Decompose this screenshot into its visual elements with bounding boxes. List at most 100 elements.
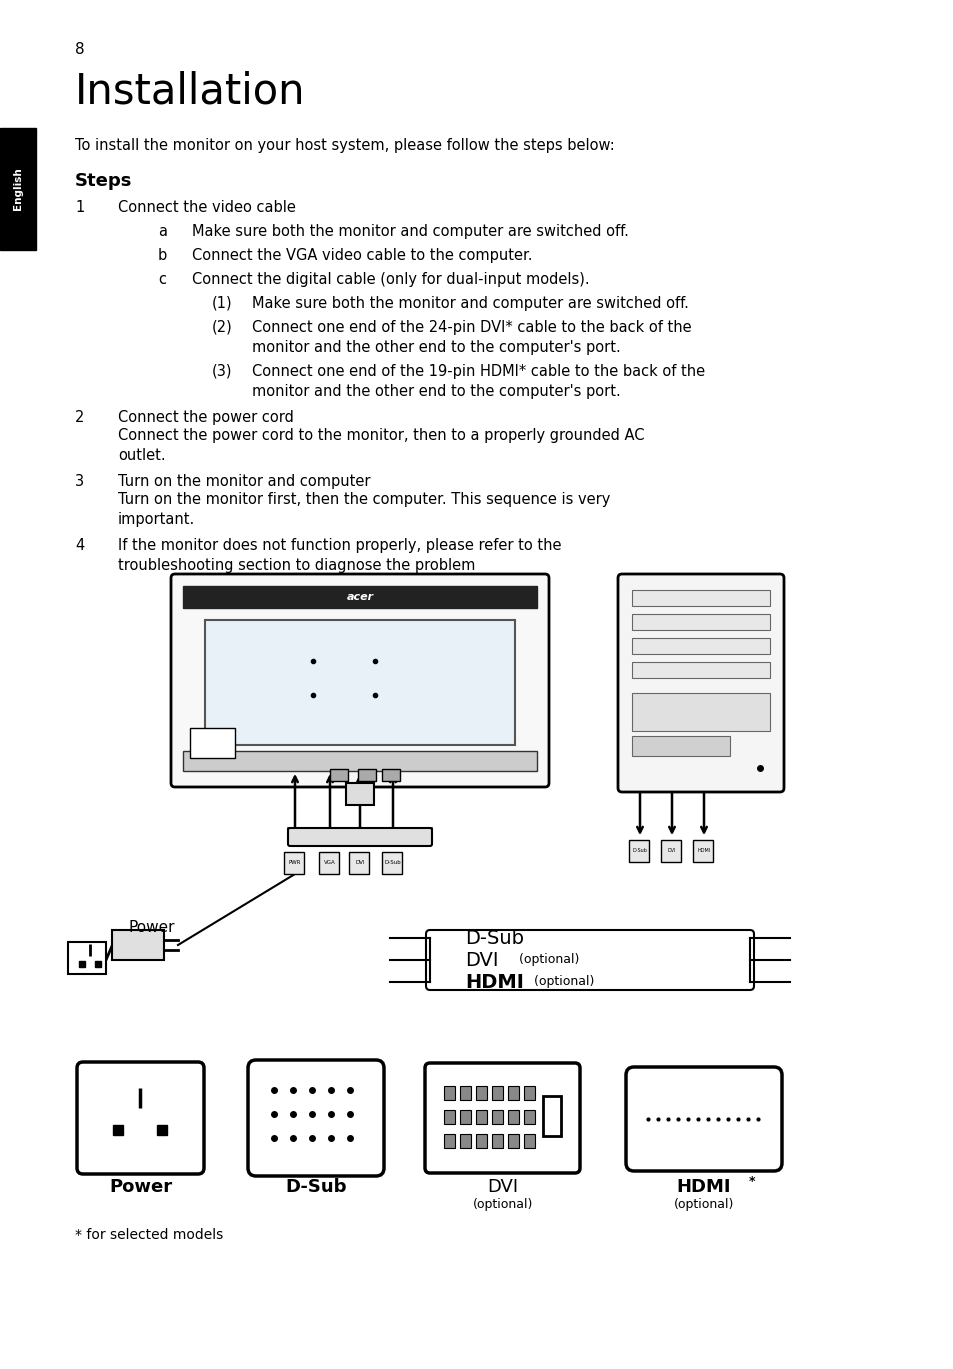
Text: Connect the VGA video cable to the computer.: Connect the VGA video cable to the compu… (192, 248, 532, 263)
Bar (205, 620, 515, 745)
Bar (507, 1134, 518, 1149)
FancyBboxPatch shape (426, 930, 753, 990)
Bar (523, 1134, 535, 1149)
Text: Installation: Installation (75, 70, 305, 112)
Text: VGA: VGA (324, 861, 335, 865)
Text: 4: 4 (75, 538, 84, 553)
Text: 3: 3 (75, 474, 84, 489)
FancyBboxPatch shape (424, 1062, 579, 1173)
Bar (459, 1110, 471, 1124)
Text: D-Sub: D-Sub (632, 849, 647, 853)
Text: DVI: DVI (487, 1177, 518, 1197)
Bar (381, 769, 399, 780)
Text: important.: important. (118, 512, 195, 527)
Text: acer: acer (346, 591, 374, 602)
Bar (330, 769, 348, 780)
Text: 1: 1 (75, 200, 84, 215)
Text: (optional): (optional) (530, 976, 594, 988)
Bar (357, 769, 375, 780)
Text: c: c (158, 272, 166, 287)
Bar (628, 841, 648, 862)
Text: DVI: DVI (464, 950, 498, 969)
Bar (476, 1110, 486, 1124)
Text: D-Sub: D-Sub (285, 1177, 346, 1197)
Bar (190, 728, 234, 758)
Bar (523, 1086, 535, 1101)
Text: To install the monitor on your host system, please follow the steps below:: To install the monitor on your host syst… (75, 138, 614, 153)
Text: (optional): (optional) (473, 1198, 533, 1212)
Bar (542, 1097, 560, 1136)
Bar (112, 930, 164, 960)
Bar (507, 1086, 518, 1101)
Text: Power: Power (110, 1177, 172, 1197)
FancyBboxPatch shape (625, 1066, 781, 1170)
Text: 8: 8 (75, 42, 85, 57)
Bar (692, 841, 712, 862)
Text: HDMI: HDMI (697, 849, 710, 853)
Text: outlet.: outlet. (118, 448, 166, 463)
Text: Turn on the monitor first, then the computer. This sequence is very: Turn on the monitor first, then the comp… (118, 491, 610, 507)
Text: Connect the power cord: Connect the power cord (118, 409, 294, 424)
Bar (492, 1134, 502, 1149)
FancyBboxPatch shape (248, 1060, 384, 1176)
Text: (3): (3) (212, 364, 233, 379)
Text: Steps: Steps (75, 172, 132, 190)
Text: HDMI: HDMI (464, 972, 523, 991)
Text: Connect the power cord to the monitor, then to a properly grounded AC: Connect the power cord to the monitor, t… (118, 428, 644, 444)
Bar (381, 852, 401, 873)
Bar (443, 1086, 455, 1101)
Bar (459, 1086, 471, 1101)
Text: DVI: DVI (355, 861, 364, 865)
Text: D-Sub: D-Sub (464, 928, 523, 947)
Text: (1): (1) (212, 296, 233, 311)
Bar (631, 590, 769, 606)
Bar (492, 1086, 502, 1101)
Bar (492, 1110, 502, 1124)
Bar (443, 1110, 455, 1124)
Bar (443, 1134, 455, 1149)
Bar (631, 663, 769, 678)
Text: (optional): (optional) (515, 953, 578, 967)
Text: troubleshooting section to diagnose the problem: troubleshooting section to diagnose the … (118, 559, 475, 574)
Text: HDMI: HDMI (676, 1177, 731, 1197)
FancyBboxPatch shape (171, 574, 548, 787)
Text: 2: 2 (75, 409, 84, 424)
Text: monitor and the other end to the computer's port.: monitor and the other end to the compute… (252, 383, 620, 398)
Text: a: a (158, 225, 167, 240)
Bar (631, 615, 769, 630)
Text: (2): (2) (212, 320, 233, 335)
Text: Connect the digital cable (only for dual-input models).: Connect the digital cable (only for dual… (192, 272, 589, 287)
Text: * for selected models: * for selected models (75, 1228, 223, 1242)
Bar (660, 841, 680, 862)
Bar (68, 942, 106, 973)
FancyBboxPatch shape (77, 1062, 204, 1175)
Text: D-Sub: D-Sub (384, 861, 401, 865)
Text: *: * (748, 1175, 755, 1188)
Text: (optional): (optional) (673, 1198, 734, 1212)
Bar (631, 638, 769, 654)
FancyBboxPatch shape (618, 574, 783, 793)
Text: Turn on the monitor and computer: Turn on the monitor and computer (118, 474, 370, 489)
Bar (523, 1110, 535, 1124)
Text: Connect one end of the 19-pin HDMI* cable to the back of the: Connect one end of the 19-pin HDMI* cabl… (252, 364, 704, 379)
Bar (631, 693, 769, 731)
Text: b: b (158, 248, 167, 263)
Bar (183, 586, 537, 608)
Bar (476, 1086, 486, 1101)
Bar (318, 852, 338, 873)
Bar (631, 737, 729, 756)
Text: monitor and the other end to the computer's port.: monitor and the other end to the compute… (252, 340, 620, 355)
Text: Power: Power (129, 920, 175, 935)
Bar (507, 1110, 518, 1124)
Bar (476, 1134, 486, 1149)
Bar (459, 1134, 471, 1149)
Text: Make sure both the monitor and computer are switched off.: Make sure both the monitor and computer … (192, 225, 628, 240)
Text: PWR: PWR (289, 861, 301, 865)
Bar (349, 852, 369, 873)
FancyBboxPatch shape (288, 828, 432, 846)
Bar (183, 752, 537, 771)
Text: Connect the video cable: Connect the video cable (118, 200, 295, 215)
Text: Connect one end of the 24-pin DVI* cable to the back of the: Connect one end of the 24-pin DVI* cable… (252, 320, 691, 335)
Text: If the monitor does not function properly, please refer to the: If the monitor does not function properl… (118, 538, 561, 553)
Text: Make sure both the monitor and computer are switched off.: Make sure both the monitor and computer … (252, 296, 688, 311)
